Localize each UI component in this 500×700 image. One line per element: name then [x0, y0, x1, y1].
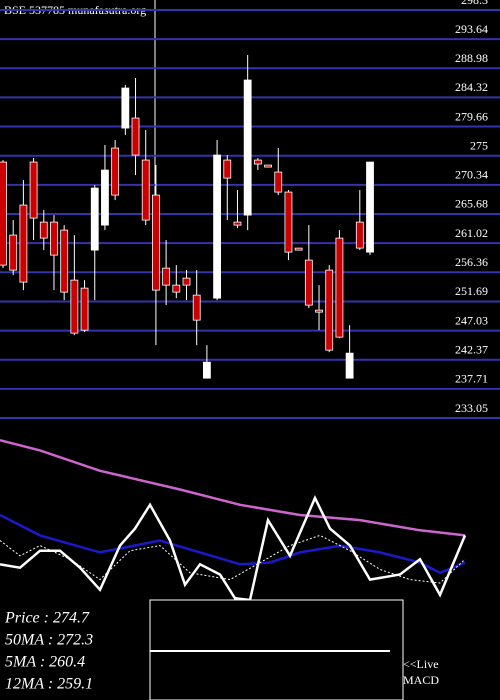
y-tick-label: 233.05 — [455, 401, 488, 415]
y-tick-label: 275 — [470, 138, 488, 152]
candle-body — [223, 159, 232, 179]
y-tick-label: 270.34 — [455, 168, 488, 182]
candle-body — [213, 154, 221, 299]
candle-body — [29, 161, 38, 219]
macd-label: MACD — [403, 673, 439, 687]
y-tick-label: 237.71 — [455, 372, 488, 386]
candle-body — [172, 284, 181, 293]
y-tick-label: 265.68 — [455, 197, 488, 211]
indicator-line — [0, 513, 466, 575]
candle-body — [264, 164, 272, 168]
candle-body — [90, 187, 99, 251]
y-tick-label: 251.69 — [455, 284, 488, 298]
y-tick-label: 293.64 — [455, 22, 488, 36]
info-label: 5MA : 260.4 — [5, 654, 85, 671]
candle-body — [141, 159, 150, 221]
candle-body — [335, 237, 344, 338]
candle-body — [294, 247, 303, 251]
candle-body — [355, 221, 364, 249]
info-label: 50MA : 272.3 — [5, 632, 93, 649]
candle-body — [325, 269, 334, 351]
info-label: Price : 274.7 — [4, 610, 90, 627]
y-tick-label: 284.32 — [455, 80, 488, 94]
candle-body — [9, 234, 18, 271]
candle-body — [182, 277, 191, 286]
candle-body — [345, 352, 354, 379]
candle-body — [60, 229, 69, 293]
candle-body — [131, 117, 140, 156]
candle-body — [70, 279, 79, 334]
candle-body — [162, 267, 171, 286]
candle-body — [202, 361, 211, 379]
candle-body — [253, 159, 262, 165]
y-tick-label: 288.98 — [455, 51, 488, 65]
candle-body — [152, 194, 160, 291]
candle-body — [80, 287, 89, 331]
y-tick-label: 242.37 — [455, 342, 488, 356]
candle-body — [304, 259, 313, 306]
candle-body — [284, 191, 293, 253]
candle-body — [39, 221, 48, 239]
candle-body — [274, 171, 283, 193]
candle-body — [111, 147, 120, 196]
y-tick-label: 298.3 — [461, 0, 488, 7]
candle-body — [19, 204, 28, 283]
indicator-line — [0, 495, 467, 602]
macd-label: <<Live — [403, 657, 439, 671]
candle-body — [243, 79, 252, 216]
candle-body — [0, 161, 7, 266]
y-tick-label: 279.66 — [455, 109, 488, 123]
candle-body — [121, 87, 130, 129]
info-label: 12MA : 259.1 — [5, 676, 93, 693]
indicator-line — [0, 534, 466, 584]
y-tick-label: 256.36 — [455, 255, 488, 269]
candle-body — [50, 221, 58, 256]
candle-body — [101, 169, 109, 226]
y-tick-label: 261.02 — [455, 226, 488, 240]
candle-body — [233, 221, 242, 226]
y-tick-label: 247.03 — [455, 313, 488, 327]
candle-body — [192, 294, 201, 321]
candle-body — [366, 161, 374, 253]
indicator-line — [0, 438, 466, 537]
candle-body — [315, 309, 323, 313]
